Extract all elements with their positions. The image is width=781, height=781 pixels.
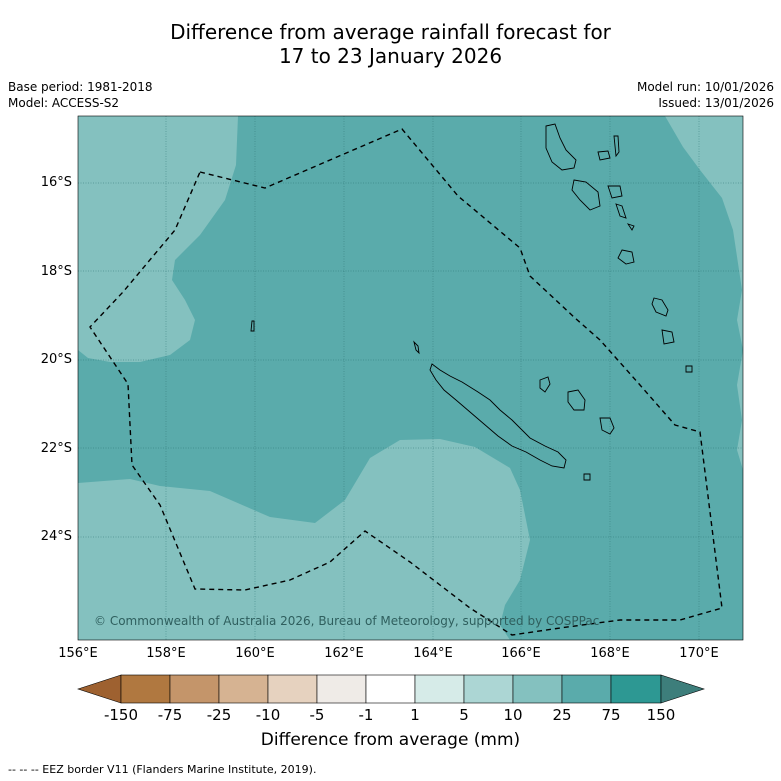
new-caledonia-coast <box>429 363 567 469</box>
colorbar-tick-label: 5 <box>459 706 469 724</box>
lat-label-18s: 18°S <box>40 264 72 279</box>
colorbar-box-11 <box>610 674 662 704</box>
lat-label-20s: 20°S <box>40 352 72 367</box>
copyright-text: © Commonwealth of Australia 2026, Bureau… <box>94 614 600 628</box>
lon-label-170e: 170°E <box>679 646 719 661</box>
lon-label-168e: 168°E <box>590 646 630 661</box>
colorbar-box-5 <box>316 674 367 704</box>
field-10-25-south <box>78 439 530 640</box>
colorbar-box-7 <box>414 674 465 704</box>
lat-label-22s: 22°S <box>40 441 72 456</box>
colorbar-box-8 <box>463 674 514 704</box>
gridlines <box>78 116 743 640</box>
vanuatu-coast <box>545 123 577 171</box>
colorbar-tick-label: -150 <box>103 706 139 724</box>
lon-label-166e: 166°E <box>501 646 541 661</box>
colorbar-high-extend <box>660 674 705 704</box>
colorbar-box-4 <box>267 674 318 704</box>
colorbar-low-extend <box>77 674 122 704</box>
coastlines <box>250 123 693 481</box>
lon-label-162e: 162°E <box>324 646 364 661</box>
map-title-line2: 17 to 23 January 2026 <box>278 44 503 68</box>
colorbar-title: Difference from average (mm) <box>260 730 521 750</box>
eez-footnote: -- -- -- EEZ border V11 (Flanders Marine… <box>8 763 317 776</box>
model-run-text: Model run: 10/01/2026 <box>636 80 774 94</box>
colorbar-tick-label: 10 <box>503 706 523 724</box>
lat-label-16s: 16°S <box>40 175 72 190</box>
colorbar-tick-label: -1 <box>358 706 374 724</box>
colorbar-box-6 <box>365 674 416 704</box>
colorbar-tick-label: -10 <box>255 706 281 724</box>
colorbar-tick-label: 150 <box>646 706 676 724</box>
colorbar-box-2 <box>169 674 220 704</box>
lat-label-24s: 24°S <box>40 529 72 544</box>
base-period-text: Base period: 1981-2018 <box>8 80 153 94</box>
map-frame <box>77 115 744 641</box>
colorbar-tick-label: -75 <box>157 706 183 724</box>
colorbar <box>77 674 705 704</box>
colorbar-box-10 <box>561 674 612 704</box>
colorbar-tick-label: -25 <box>206 706 232 724</box>
colorbar-box-1 <box>120 674 171 704</box>
lon-label-160e: 160°E <box>235 646 275 661</box>
lon-label-164e: 164°E <box>413 646 453 661</box>
colorbar-tick-label: 1 <box>410 706 420 724</box>
lon-label-158e: 158°E <box>146 646 186 661</box>
lon-label-156e: 156°E <box>58 646 98 661</box>
issued-text: Issued: 13/01/2026 <box>658 96 774 110</box>
colorbar-tick-label: 75 <box>601 706 621 724</box>
colorbar-tick-label: 25 <box>552 706 572 724</box>
colorbar-tick-label: -5 <box>309 706 325 724</box>
map-title-line1: Difference from average rainfall forecas… <box>170 20 611 44</box>
model-text: Model: ACCESS-S2 <box>8 96 120 110</box>
map-field <box>78 116 743 640</box>
eez-border <box>89 128 723 636</box>
colorbar-box-9 <box>512 674 563 704</box>
field-10-25-westedge <box>78 240 84 290</box>
field-10-25-northeast <box>665 116 743 470</box>
colorbar-box-3 <box>218 674 269 704</box>
